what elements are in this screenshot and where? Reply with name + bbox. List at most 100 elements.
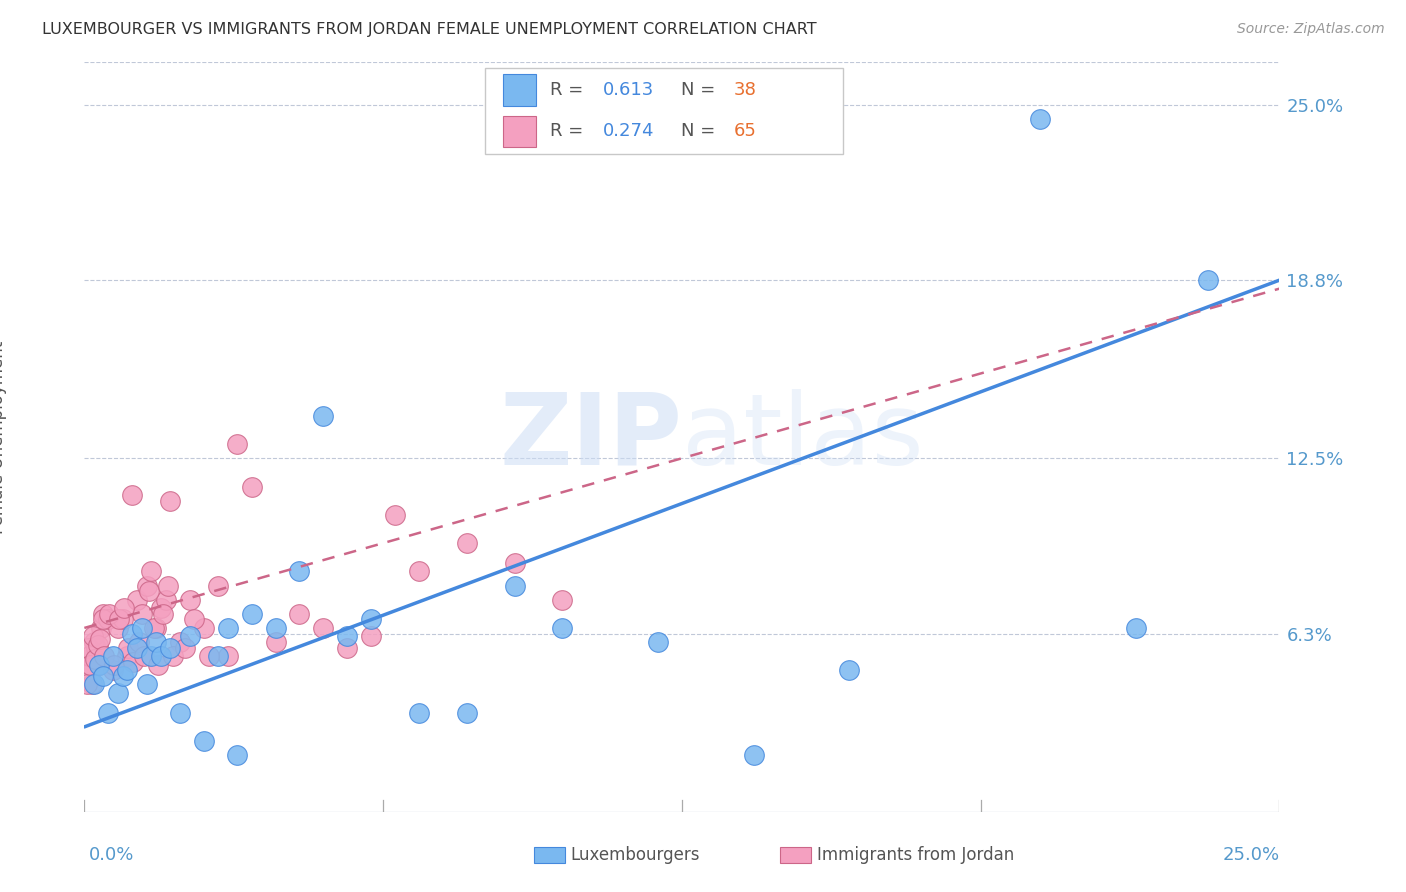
Point <box>503 578 526 592</box>
Point <box>83 635 105 649</box>
Point <box>503 556 526 570</box>
Point <box>179 629 201 643</box>
Point <box>149 649 172 664</box>
Text: 65: 65 <box>734 122 756 140</box>
Point <box>193 734 215 748</box>
Point <box>91 612 114 626</box>
Point <box>456 536 478 550</box>
Text: N =: N = <box>681 81 721 99</box>
Text: 25.0%: 25.0% <box>1222 846 1279 863</box>
Point <box>155 592 177 607</box>
Text: Female Unemployment: Female Unemployment <box>0 341 7 533</box>
Point <box>226 437 249 451</box>
Point <box>83 677 105 691</box>
Point <box>87 657 110 672</box>
Point <box>264 621 287 635</box>
Point <box>360 612 382 626</box>
Point <box>80 677 103 691</box>
Point <box>97 612 120 626</box>
Point <box>217 621 239 635</box>
Point <box>111 612 134 626</box>
Point <box>551 621 574 635</box>
Point <box>742 748 765 763</box>
Point <box>226 748 249 763</box>
Point <box>117 649 139 664</box>
Point <box>76 677 98 691</box>
Point <box>408 706 430 720</box>
Point <box>456 706 478 720</box>
Point <box>838 664 860 678</box>
Point <box>162 649 184 664</box>
Point <box>87 638 110 652</box>
Point <box>159 493 181 508</box>
Point <box>111 669 134 683</box>
Point <box>83 652 105 666</box>
Point <box>551 592 574 607</box>
Point <box>117 640 139 655</box>
Text: LUXEMBOURGER VS IMMIGRANTS FROM JORDAN FEMALE UNEMPLOYMENT CORRELATION CHART: LUXEMBOURGER VS IMMIGRANTS FROM JORDAN F… <box>42 22 817 37</box>
Point <box>169 635 191 649</box>
Point <box>159 640 181 655</box>
Point <box>138 584 160 599</box>
Point <box>141 565 163 579</box>
Text: Immigrants from Jordan: Immigrants from Jordan <box>817 847 1014 864</box>
Point <box>121 488 143 502</box>
Point <box>128 635 150 649</box>
Point <box>131 621 153 635</box>
Point <box>77 640 100 655</box>
Point <box>384 508 406 522</box>
Point <box>288 565 311 579</box>
Point <box>152 607 174 621</box>
Point <box>312 409 335 423</box>
Text: 0.613: 0.613 <box>603 81 654 99</box>
Point <box>207 649 229 664</box>
Point <box>131 607 153 621</box>
Point <box>98 607 121 621</box>
Text: ZIP: ZIP <box>499 389 682 485</box>
Point <box>90 621 112 635</box>
Point <box>336 629 359 643</box>
Point <box>179 592 201 607</box>
Point <box>408 565 430 579</box>
Point <box>76 664 98 678</box>
Point <box>173 640 195 655</box>
Point <box>122 655 145 669</box>
Point <box>148 657 170 672</box>
Point <box>183 612 205 626</box>
Point <box>89 632 111 647</box>
Point <box>107 621 129 635</box>
Point <box>125 640 148 655</box>
Point <box>240 479 263 493</box>
Point <box>193 621 215 635</box>
Point <box>1029 112 1052 126</box>
Point <box>647 635 669 649</box>
Point <box>97 706 120 720</box>
Text: Luxembourgers: Luxembourgers <box>571 847 700 864</box>
Point <box>103 657 125 672</box>
Text: R =: R = <box>551 122 589 140</box>
Point <box>125 592 148 607</box>
Point <box>217 649 239 664</box>
Point <box>86 640 108 655</box>
Text: R =: R = <box>551 81 589 99</box>
Text: 0.0%: 0.0% <box>89 846 135 863</box>
FancyBboxPatch shape <box>485 68 844 153</box>
Point <box>135 677 157 691</box>
FancyBboxPatch shape <box>503 116 536 147</box>
Text: 0.274: 0.274 <box>603 122 655 140</box>
Point <box>360 629 382 643</box>
Point <box>142 621 165 635</box>
Point <box>145 621 167 635</box>
Point <box>1197 273 1219 287</box>
Point <box>157 578 180 592</box>
Point <box>1125 621 1147 635</box>
Point <box>312 621 335 635</box>
FancyBboxPatch shape <box>503 74 536 106</box>
Point <box>101 664 124 678</box>
Point <box>82 629 104 643</box>
Point <box>112 601 135 615</box>
Point <box>117 664 139 678</box>
Point <box>149 601 172 615</box>
Text: atlas: atlas <box>682 389 924 485</box>
Point <box>264 635 287 649</box>
